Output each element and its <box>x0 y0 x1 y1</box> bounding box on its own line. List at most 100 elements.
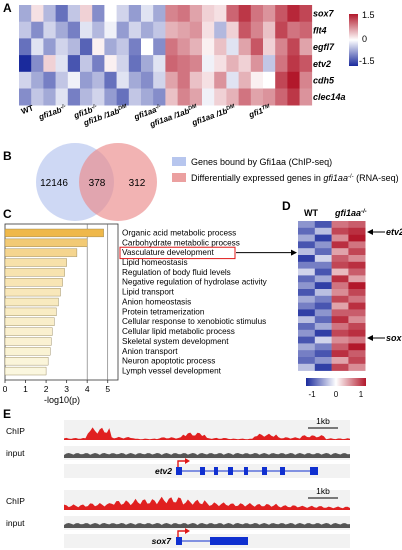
venn-left-count: 12146 <box>40 178 68 189</box>
track-input-signal <box>64 453 350 458</box>
heatmap-a-cell <box>263 5 276 22</box>
chart-c-category-label: Cellular response to xenobiotic stimulus <box>122 317 266 326</box>
heatmap-a-color-legend <box>349 14 358 66</box>
heatmap-d-cell <box>331 248 349 256</box>
chart-c-category-label: Regulation of body fluid levels <box>122 268 231 277</box>
heatmap-d-cell <box>314 289 332 297</box>
heatmap-a-gene-label: etv2 <box>313 59 331 69</box>
heatmap-a-cell <box>19 88 32 106</box>
heatmap-d-cell <box>298 275 316 283</box>
heatmap-a-cell <box>104 5 117 22</box>
heatmap-a-cell <box>226 55 239 73</box>
heatmap-a-cell <box>214 5 227 22</box>
heatmap-a-cell <box>104 71 117 89</box>
heatmap-a-cell <box>250 88 264 106</box>
heatmap-d-cell <box>331 234 349 242</box>
heatmap-d-cell <box>348 295 366 303</box>
heatmap-a-cell <box>153 55 166 73</box>
heatmap-d-cell <box>314 282 332 290</box>
heatmap-d-cell <box>348 323 366 331</box>
heatmap-a-cell <box>177 55 191 73</box>
heatmap-d-cell <box>298 316 316 324</box>
heatmap-a-cell <box>214 88 227 106</box>
heatmap-d-cell <box>348 241 366 249</box>
heatmap-a-cell <box>92 71 105 89</box>
heatmap-a-cell <box>214 55 227 73</box>
track-gene-exon <box>262 467 267 475</box>
heatmap-a-cell <box>31 38 44 56</box>
heatmap-d-col-mut: gfi1aa-/- <box>334 208 367 218</box>
heatmap-a-cell <box>80 21 93 39</box>
heatmap-d-cell <box>314 241 332 249</box>
heatmap-a-cell <box>67 21 81 39</box>
heatmap-a-cell <box>214 71 227 89</box>
heatmap-a-cell <box>31 5 44 22</box>
heatmap-a-cell <box>116 21 130 39</box>
chart-c-bar <box>4 228 104 238</box>
heatmap-d-cell <box>348 302 366 310</box>
heatmap-a-cell <box>202 71 215 89</box>
tss-arrow-icon <box>177 530 186 537</box>
heatmap-a-cell <box>104 88 117 106</box>
heatmap-d-cell <box>348 234 366 242</box>
heatmap-d-cell <box>314 363 332 371</box>
genome-tracks: ChIP[0-15]1kbinputetv2ChIP[0-10]1kbinput… <box>6 416 350 548</box>
legend-d-min: -1 <box>308 390 316 399</box>
heatmap-d-cell <box>298 227 316 235</box>
heatmap-d-cell <box>348 255 366 263</box>
chart-c-xlabel: -log10(p) <box>44 395 80 405</box>
heatmap-a-cell <box>263 71 276 89</box>
heatmap-d-cell <box>298 343 316 351</box>
heatmap-a-cell <box>153 5 166 22</box>
heatmap-a-cell <box>141 88 154 106</box>
heatmap-a <box>19 5 313 106</box>
chart-c-bar <box>4 297 59 307</box>
heatmap-a-cell <box>128 21 142 39</box>
heatmap-d-cell <box>331 275 349 283</box>
heatmap-a-cell <box>226 71 239 89</box>
heatmap-a-cell <box>202 21 215 39</box>
chart-c-xtick-label: 2 <box>44 384 49 394</box>
venn-legend-chip-text: Genes bound by Gfi1aa (ChIP-seq) <box>191 157 332 167</box>
venn-legend-rna-text: Differentially expressed genes in gfi1aa… <box>191 173 399 183</box>
heatmap-d-cell <box>331 302 349 310</box>
track-gene-name: sox7 <box>152 536 173 546</box>
heatmap-a-cell <box>226 38 239 56</box>
heatmap-a-cell <box>226 88 239 106</box>
heatmap-a-cell <box>238 38 252 56</box>
chart-c-category-label: Cellular lipid metabolic process <box>122 327 235 336</box>
chart-c-bar <box>4 366 47 376</box>
heatmap-a-cell <box>202 88 215 106</box>
heatmap-a-cell <box>67 38 81 56</box>
track-gene-exon <box>310 467 318 475</box>
heatmap-d-cell <box>331 282 349 290</box>
heatmap-a-cell <box>177 38 191 56</box>
heatmap-a-cell <box>189 21 203 39</box>
heatmap-a-cell <box>165 71 178 89</box>
heatmap-a-cell <box>226 5 239 22</box>
heatmap-a-cell <box>275 21 288 39</box>
track-input-signal <box>64 523 350 528</box>
chart-c-bar <box>4 278 63 287</box>
chart-c-bar <box>4 238 88 247</box>
heatmap-d-cell <box>331 350 349 358</box>
heatmap-a-cell <box>153 38 166 56</box>
heatmap-a-cell <box>19 5 32 22</box>
heatmap-d-cell <box>298 241 316 249</box>
heatmap-a-cell <box>67 55 81 73</box>
chart-c-xtick-label: 3 <box>64 384 69 394</box>
heatmap-d-cell <box>298 248 316 256</box>
heatmap-d-cell <box>331 255 349 263</box>
heatmap-a-gene-label: clec14a <box>313 92 346 102</box>
heatmap-a-cell <box>202 55 215 73</box>
heatmap-a-cell <box>19 38 32 56</box>
heatmap-a-cell <box>92 55 105 73</box>
chart-c-category-label: Neuron apoptotic process <box>122 357 215 366</box>
heatmap-d-cell <box>298 363 316 371</box>
heatmap-a-cell <box>165 5 178 22</box>
heatmap-d-marker-sox7: sox7 <box>386 333 402 343</box>
heatmap-d-cell <box>348 343 366 351</box>
heatmap-d-cell <box>298 309 316 317</box>
heatmap-d-cell <box>314 227 332 235</box>
chart-c-category-label: Carbohydrate metabolic process <box>122 238 240 247</box>
